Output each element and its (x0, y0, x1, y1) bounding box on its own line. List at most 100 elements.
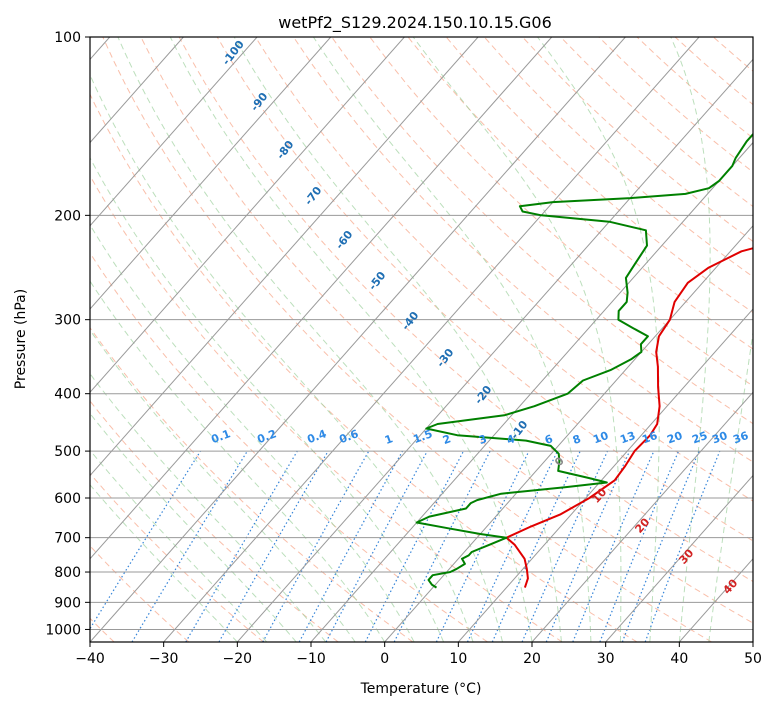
x-tick-label: 10 (449, 651, 467, 667)
y-tick-label: 200 (54, 208, 81, 224)
isotherm-line (236, 58, 753, 642)
mixing-ratio-label: 36 (731, 429, 750, 447)
isotherm-line (457, 308, 753, 642)
y-axis-label: Pressure (hPa) (13, 289, 29, 389)
mixing-ratio-line (393, 450, 491, 642)
mixing-ratio-line (644, 450, 721, 642)
y-tick-label: 500 (54, 444, 81, 460)
moist-adiabat (708, 329, 753, 642)
dry-adiabat (102, 37, 712, 642)
dry-adiabat (90, 472, 264, 642)
dry-adiabat (254, 37, 753, 502)
dry-adiabat (90, 400, 339, 642)
mixing-ratio-label: 25 (690, 429, 709, 446)
isotherm-line (90, 37, 184, 144)
y-tick-label: 800 (54, 565, 81, 581)
dry-adiabat (369, 37, 753, 387)
dry-adiabat (90, 252, 488, 642)
moist-adiabat (90, 484, 238, 642)
moist-adiabat (90, 156, 445, 642)
x-tick-label: −20 (223, 651, 253, 667)
y-tick-label: 600 (54, 491, 81, 507)
mixing-ratio-line (621, 450, 700, 642)
dry-adiabat (178, 37, 753, 583)
mixing-ratio-label: 20 (665, 429, 684, 447)
dry-adiabat (407, 37, 753, 350)
moist-adiabat (90, 372, 327, 642)
dry-adiabat (331, 37, 753, 425)
moist-adiabat (312, 37, 592, 642)
isotherm-line (531, 391, 753, 642)
plot-frame (89, 36, 754, 643)
x-axis: −40 −30 −20 −10 0 10 20 30 40 50 (75, 642, 762, 667)
moist-adiabat (90, 412, 297, 642)
dry-adiabat (90, 174, 563, 642)
dry-adiabat (293, 37, 753, 463)
moist-adiabat (169, 37, 533, 642)
grid-lines (90, 37, 753, 642)
mixing-ratio-label: 6 (543, 432, 555, 447)
y-tick-label: 400 (54, 387, 81, 403)
mixing-ratio-label: 8 (571, 432, 583, 447)
isotherm-line (90, 37, 553, 560)
y-tick-label: 900 (54, 595, 81, 611)
isotherm-line (605, 474, 753, 642)
x-tick-label: 40 (670, 651, 688, 667)
y-tick-label: 100 (54, 30, 81, 46)
mixing-ratio-label: 0.6 (337, 427, 360, 446)
mixing-ratio-label: 3 (477, 432, 489, 447)
y-axis: 100 200 300 400 500 600 700 800 900 1000 (45, 30, 90, 638)
mixing-ratio-line (521, 450, 609, 642)
moist-adiabat (90, 449, 268, 642)
isotherm-line (163, 37, 700, 642)
mixing-ratio-label: 16 (640, 429, 659, 447)
y-tick-label: 1000 (45, 622, 81, 638)
mixing-ratio-label: 13 (618, 429, 637, 446)
moist-adiabat (90, 73, 474, 642)
mixing-ratio-label: 1.5 (411, 427, 434, 446)
sounding-series (415, 132, 753, 589)
moist-adiabat (90, 280, 386, 642)
mixing-ratio-line (298, 450, 404, 642)
x-tick-label: −40 (75, 651, 105, 667)
mixing-ratio-line (262, 450, 370, 642)
dry-adiabat (90, 545, 190, 642)
mixing-ratio-label: 10 (591, 429, 610, 447)
y-tick-label: 700 (54, 531, 81, 547)
mixing-ratio-line (599, 450, 680, 642)
mixing-ratio-label: 1 (383, 432, 395, 447)
mixing-ratio-label: 30 (710, 429, 729, 447)
isotherm-line (384, 225, 753, 642)
x-axis-label: Temperature (°C) (360, 681, 482, 697)
isotherm-line (90, 37, 479, 477)
moist-adiabat (90, 329, 356, 642)
y-tick-label: 300 (54, 313, 81, 329)
mixing-ratio-line (545, 450, 631, 642)
moist-adiabat (233, 37, 562, 642)
x-tick-label: 20 (523, 651, 541, 667)
mixing-ratio-label: 0.4 (305, 427, 328, 446)
isotherm-line (90, 37, 626, 642)
temperature-line (505, 247, 753, 588)
x-tick-label: −10 (296, 651, 326, 667)
isotherm-line (90, 37, 258, 227)
dry-adiabat (90, 93, 638, 642)
x-tick-label: 0 (380, 651, 389, 667)
x-tick-label: 30 (597, 651, 615, 667)
mixing-ratio-label: 4 (505, 432, 517, 447)
moist-adiabat (537, 37, 660, 642)
mixing-ratio-line (572, 450, 655, 642)
mixing-ratio-label: 2 (441, 432, 453, 447)
dry-adiabat (140, 37, 753, 624)
dewpoint-line (415, 132, 753, 589)
isotherm-line (90, 37, 405, 394)
isotherm-line (310, 141, 753, 642)
isotherm-line (90, 37, 332, 310)
moist-adiabat (412, 37, 622, 642)
moist-adiabat (117, 37, 503, 642)
mixing-ratio-line (325, 450, 428, 642)
mixing-ratio-label: 0.1 (209, 427, 232, 446)
chart-title: wetPf2_S129.2024.150.10.15.G06 (278, 13, 552, 33)
